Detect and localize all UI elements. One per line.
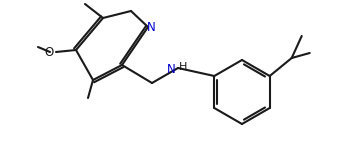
Text: H: H xyxy=(179,62,187,72)
Text: O: O xyxy=(45,46,54,59)
Text: N: N xyxy=(147,20,155,34)
Text: N: N xyxy=(167,62,176,76)
